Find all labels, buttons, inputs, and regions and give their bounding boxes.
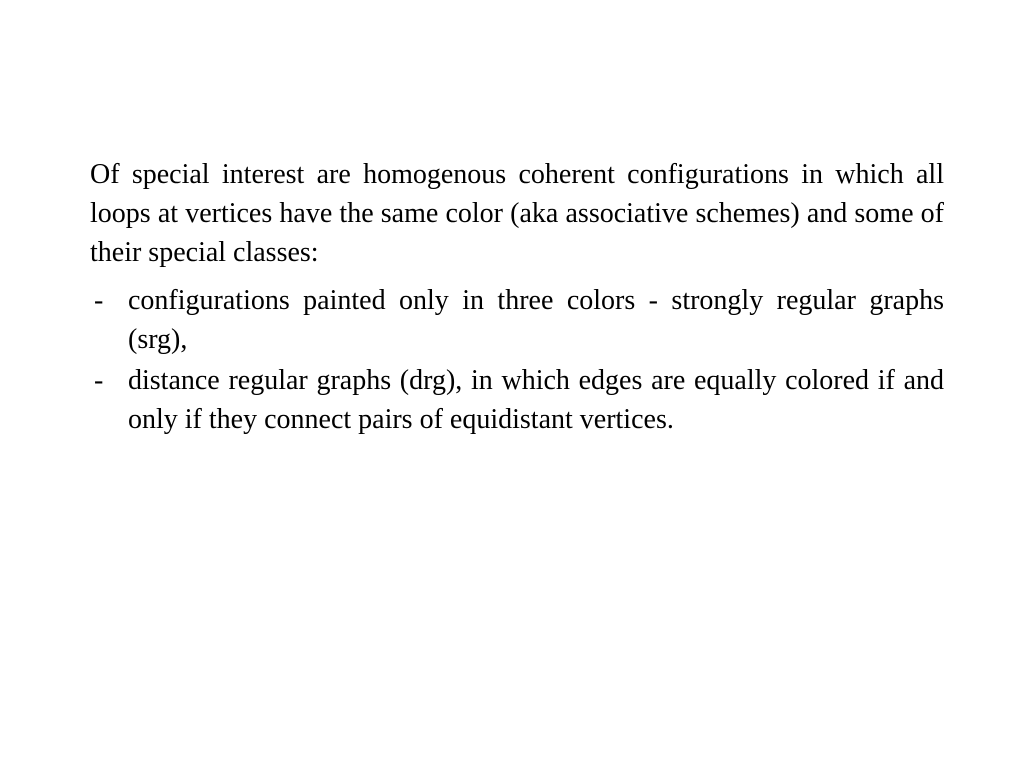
intro-paragraph: Of special interest are homogenous coher… — [90, 155, 944, 273]
list-item: configurations painted only in three col… — [90, 281, 944, 359]
slide-content: Of special interest are homogenous coher… — [0, 0, 1024, 439]
bullet-list: configurations painted only in three col… — [90, 281, 944, 440]
list-item: distance regular graphs (drg), in which … — [90, 361, 944, 439]
